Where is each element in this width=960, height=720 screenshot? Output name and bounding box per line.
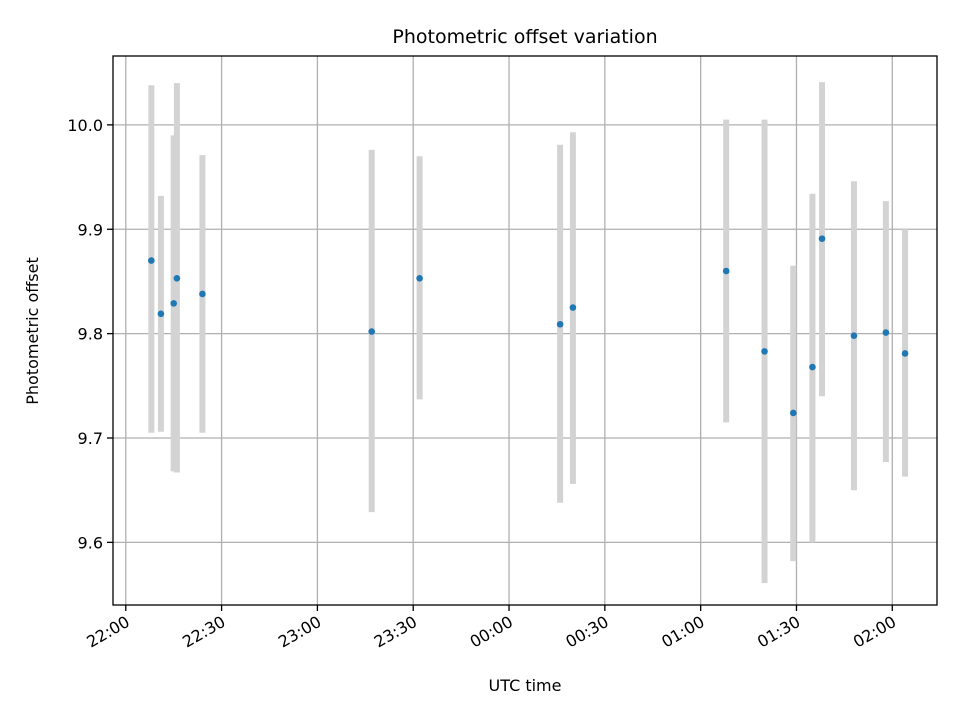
plot-frame (112, 55, 938, 606)
y-tick-label: 10.0 (67, 116, 103, 135)
data-point (882, 329, 890, 336)
data-point (761, 348, 768, 355)
data-point (416, 275, 423, 282)
data-point (901, 350, 909, 357)
data-point (722, 267, 730, 275)
x-tick-label: 00:30 (562, 612, 611, 652)
data-point (850, 332, 858, 340)
data-point (173, 275, 181, 282)
data-point (569, 304, 577, 311)
data-point (809, 363, 816, 371)
x-tick-label: 22:30 (179, 612, 228, 652)
chart-title: Photometric offset variation (392, 26, 657, 48)
grid (113, 56, 937, 605)
x-tick-label: 01:00 (658, 612, 707, 652)
x-axis-label: UTC time (489, 676, 562, 695)
data-points (148, 235, 909, 417)
y-tick-label: 9.9 (78, 220, 103, 239)
data-point (148, 257, 155, 264)
x-axis-ticks: 22:00 22:30 23:00 23:30 00:00 00:30 01:00 01:30… (83, 605, 899, 652)
x-tick-label: 02:00 (850, 612, 899, 652)
data-point (368, 328, 375, 335)
y-axis-ticks: 9.6 9.7 9.8 9.9 10.0 (67, 116, 113, 552)
data-point (789, 409, 797, 417)
error-bars (148, 82, 909, 584)
data-point (199, 290, 206, 298)
x-tick-label: 22:00 (83, 612, 132, 652)
x-tick-label: 23:30 (371, 612, 420, 652)
y-tick-label: 9.8 (78, 325, 103, 344)
x-tick-label: 00:00 (467, 612, 516, 652)
data-point (157, 310, 165, 318)
y-tick-label: 9.7 (78, 429, 103, 448)
data-point (170, 300, 177, 307)
y-tick-label: 9.6 (78, 533, 103, 552)
x-tick-label: 01:30 (754, 612, 803, 652)
data-point (818, 235, 826, 242)
y-axis-label: Photometric offset (23, 257, 42, 405)
x-tick-label: 23:00 (275, 612, 324, 652)
data-point (556, 320, 564, 328)
